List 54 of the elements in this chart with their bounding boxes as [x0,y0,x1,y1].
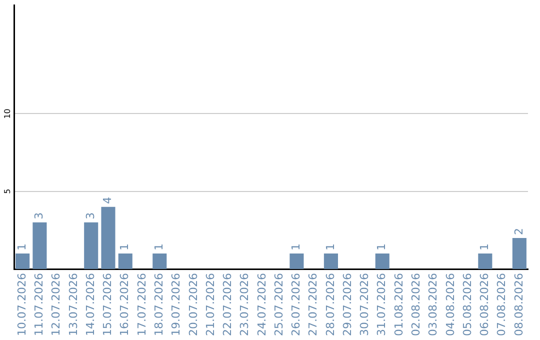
x-tick-label: 17.07.2026 [135,273,148,336]
x-tick-label: 23.07.2026 [238,273,252,336]
x-tick-label: 12.07.2026 [50,273,63,336]
x-tick-label: 27.07.2026 [306,273,320,336]
x-tick-label: 24.07.2026 [255,273,268,336]
bar [290,253,304,270]
x-tick-label: 08.08.2026 [512,273,526,336]
y-tick-label: 5 [3,188,12,194]
x-tick-label: 19.07.2026 [170,273,183,336]
bar [375,253,390,270]
bar [478,253,492,270]
x-tick-label: 05.08.2026 [460,273,474,336]
x-tick-label: 20.07.2026 [186,273,200,336]
x-tick-label: 04.08.2026 [444,273,457,336]
x-tick-label: 13.07.2026 [66,273,80,336]
x-tick-label: 07.08.2026 [495,273,508,336]
bar [101,206,116,270]
data-label: 1 [478,243,492,250]
x-tick-label: 02.08.2026 [409,273,422,336]
x-tick-label: 15.07.2026 [101,273,114,336]
x-tick-label: 25.07.2026 [272,273,286,336]
data-label: 1 [324,243,337,250]
data-label: 1 [15,243,28,250]
data-label: 1 [290,243,303,250]
x-tick-label: 21.07.2026 [204,273,217,336]
data-label: 4 [101,196,114,204]
bar [324,253,338,270]
x-tick-label: 03.08.2026 [426,273,440,336]
data-label: 3 [32,212,46,220]
data-label: 2 [512,228,526,235]
bar [152,253,167,270]
bar [32,222,47,270]
data-label: 1 [118,243,132,250]
y-tick-label: 10 [3,108,12,119]
x-tick-label: 26.07.2026 [290,273,303,336]
x-tick-label: 28.07.2026 [324,273,337,336]
x-tick-label: 14.07.2026 [84,273,97,336]
data-label: 3 [84,212,97,220]
bar [16,253,30,270]
x-tick-label: 18.07.2026 [152,273,166,336]
data-label: 1 [152,243,166,250]
data-label: 1 [375,243,388,250]
x-tick-label: 10.07.2026 [15,273,28,336]
x-tick-label: 30.07.2026 [358,273,372,336]
x-tick-label: 01.08.2026 [392,273,406,336]
x-tick-label: 22.07.2026 [221,273,234,336]
x-tick-label: 06.08.2026 [478,273,492,336]
x-tick-label: 31.07.2026 [375,273,388,336]
x-tick-label: 29.07.2026 [340,273,354,336]
bar [512,238,526,270]
bar [118,253,132,270]
x-tick-label: 11.07.2026 [32,273,46,336]
x-tick-label: 16.07.2026 [118,273,132,336]
bar [84,222,98,270]
